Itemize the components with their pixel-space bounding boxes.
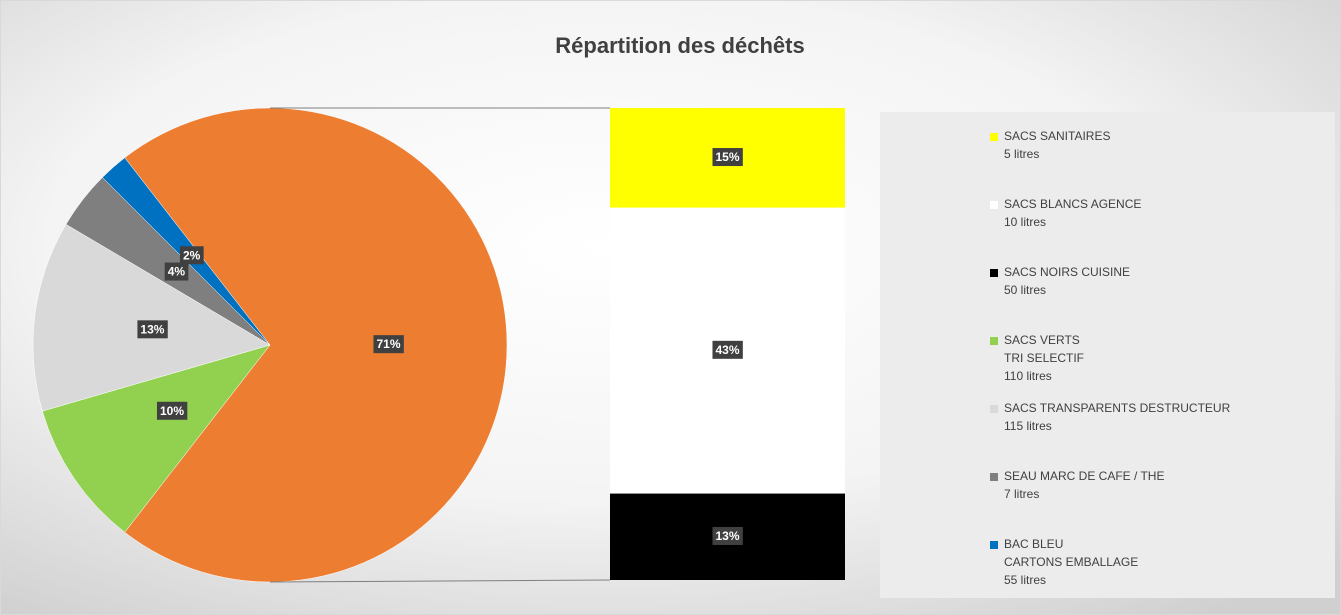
- legend-label: SACS SANITAIRES: [1004, 129, 1110, 143]
- data-label-group: 13%: [137, 320, 168, 339]
- legend-label: 10 litres: [1004, 215, 1046, 229]
- data-label-group: 43%: [712, 340, 743, 359]
- connector-line: [269, 579, 611, 583]
- data-label-bg: [179, 246, 204, 265]
- data-label-bg: [137, 320, 168, 339]
- chart-title: Répartition des déchêts: [555, 33, 804, 58]
- legend-swatch: [990, 269, 998, 277]
- pie-slice: [42, 344, 271, 533]
- legend-swatch: [990, 541, 998, 549]
- pie-slice: [32, 224, 271, 412]
- legend-label: SACS VERTS: [1004, 333, 1080, 347]
- legend-label: SACS NOIRS CUISINE: [1004, 265, 1130, 279]
- legend-label: SEAU MARC DE CAFE / THE: [1004, 469, 1164, 483]
- data-label-bg: [712, 526, 743, 545]
- legend-swatch: [990, 201, 998, 209]
- legend-label: SACS TRANSPARENTS DESTRUCTEUR: [1004, 401, 1231, 415]
- data-label-group: 71%: [373, 335, 404, 354]
- data-label: 15%: [715, 150, 739, 164]
- data-label: 71%: [376, 337, 400, 351]
- data-label-group: 2%: [179, 246, 204, 265]
- data-label-bg: [712, 148, 743, 167]
- data-label: 43%: [715, 343, 739, 357]
- legend-label: BAC BLEU: [1004, 537, 1063, 551]
- legend-label: 115 litres: [1004, 419, 1052, 433]
- legend-label: CARTONS EMBALLAGE: [1004, 555, 1138, 569]
- legend-swatch: [990, 337, 998, 345]
- data-label-bg: [712, 340, 743, 359]
- legend-label: 55 litres: [1004, 573, 1046, 587]
- legend-label: TRI SELECTIF: [1004, 351, 1084, 365]
- legend-swatch: [990, 473, 998, 481]
- legend-label: 50 litres: [1004, 283, 1046, 297]
- data-label-bg: [156, 401, 188, 420]
- data-label: 2%: [183, 248, 201, 262]
- data-label-group: 10%: [156, 401, 188, 420]
- data-label-bg: [164, 262, 189, 281]
- data-label: 13%: [715, 529, 739, 543]
- legend-swatch: [990, 133, 998, 141]
- legend-label: 7 litres: [1004, 487, 1039, 501]
- data-label: 10%: [160, 404, 184, 418]
- data-label-bg: [373, 335, 404, 354]
- legend-box: [880, 112, 1335, 598]
- data-label: 13%: [140, 322, 164, 336]
- legend-swatch: [990, 405, 998, 413]
- data-label-group: 13%: [712, 526, 743, 545]
- legend-label: SACS BLANCS AGENCE: [1004, 197, 1141, 211]
- legend-label: 110 litres: [1004, 369, 1052, 383]
- data-label: 4%: [168, 265, 186, 279]
- data-label-group: 15%: [712, 148, 743, 167]
- legend-label: 5 litres: [1004, 147, 1039, 161]
- data-label-group: 4%: [164, 262, 189, 281]
